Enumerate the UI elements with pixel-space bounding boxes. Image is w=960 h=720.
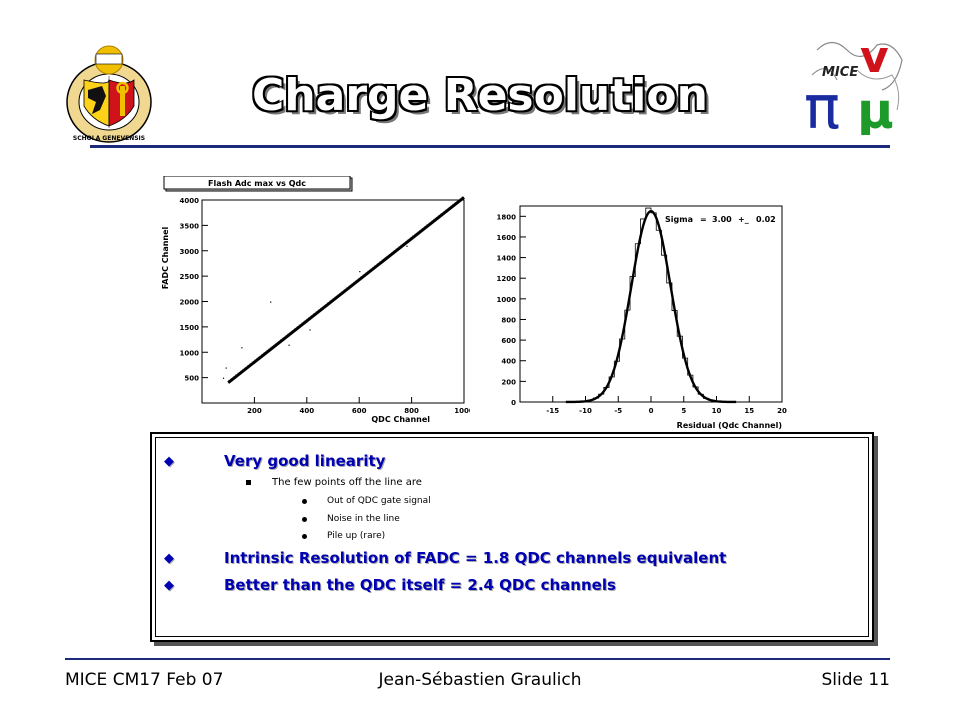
- dot-bullet-icon: [302, 499, 307, 504]
- bullet-text: Better than the QDC itself = 2.4 QDC cha…: [224, 576, 616, 594]
- svg-text:MICE: MICE: [822, 65, 858, 80]
- bullet-level1: ◆ Intrinsic Resolution of FADC = 1.8 QDC …: [164, 549, 727, 567]
- y-tick-label: 1200: [497, 275, 517, 283]
- linearity-band-dense: [227, 196, 465, 384]
- outlier-point: [241, 347, 243, 349]
- gaussian-fit-curve: [565, 209, 737, 404]
- y-tick-label: 1800: [497, 213, 517, 221]
- y-tick-label: 1400: [497, 255, 517, 263]
- linearity-band-sparse: [228, 195, 465, 381]
- chart2-annotation-eq: =: [700, 215, 707, 224]
- bullet-level3: Noise in the line: [302, 514, 400, 524]
- bullet-text: Noise in the line: [327, 514, 400, 524]
- square-bullet-icon: [246, 480, 251, 485]
- y-tick-label: 0: [511, 399, 516, 407]
- outlier-point: [309, 329, 311, 331]
- y-tick-label: 3500: [180, 222, 200, 230]
- y-tick-label: 800: [501, 316, 516, 324]
- svg-text:v: v: [860, 32, 889, 83]
- bullet-level1: ◆ Better than the QDC itself = 2.4 QDC ch…: [164, 576, 616, 594]
- x-tick-label: 15: [744, 407, 754, 415]
- svg-text:π: π: [804, 73, 840, 135]
- y-tick-label: 1500: [180, 324, 200, 332]
- y-tick-label: 1000: [497, 296, 517, 304]
- x-tick-label: 600: [352, 407, 367, 415]
- x-tick-label: 800: [404, 407, 419, 415]
- x-tick-label: 1000: [454, 407, 470, 415]
- chart2-annotation-error: 0.02: [756, 215, 776, 224]
- chart1-xlabel: QDC Channel: [371, 415, 430, 424]
- bullet-box: ◆ Very good linearity The few points off …: [150, 432, 874, 642]
- svg-text:μ: μ: [857, 82, 894, 135]
- dot-bullet-icon: [302, 517, 307, 522]
- diamond-bullet-icon: ◆: [164, 551, 174, 566]
- bullet-text: The few points off the line are: [272, 477, 422, 488]
- bullet-text: Intrinsic Resolution of FADC = 1.8 QDC c…: [224, 549, 727, 567]
- chart1-ylabel: FADC Channel: [161, 226, 170, 289]
- footer-center: Jean-Sébastien Graulich: [378, 670, 582, 690]
- chart2-xlabel: Residual (Qdc Channel): [677, 421, 782, 430]
- outlier-point: [359, 271, 361, 273]
- footer-right: Slide 11: [821, 670, 890, 690]
- chart2-annotation-value: 3.00: [712, 215, 732, 224]
- fadc-vs-qdc-chart: Flash Adc max vs Qdc 500 1000 1500 2000 2500…: [161, 176, 470, 424]
- y-tick-label: 2500: [180, 273, 200, 281]
- mice-logo-icon: v π μ MICE: [804, 32, 903, 135]
- chart2-annotation-label: Sigma: [665, 215, 693, 224]
- dot-bullet-icon: [302, 534, 307, 539]
- x-tick-label: 400: [299, 407, 314, 415]
- title-divider: [90, 145, 890, 148]
- footer-divider: [65, 658, 890, 660]
- chart2-plot-area: [519, 205, 783, 403]
- y-tick-label: 500: [184, 375, 199, 383]
- y-tick-label: 200: [501, 378, 516, 386]
- y-tick-label: 400: [501, 358, 516, 366]
- diamond-bullet-icon: ◆: [164, 578, 174, 593]
- x-tick-label: 200: [247, 407, 262, 415]
- y-tick-label: 1600: [497, 234, 517, 242]
- chart1-title: Flash Adc max vs Qdc: [208, 179, 306, 188]
- x-tick-label: 10: [712, 407, 722, 415]
- chart2-annotation-pm: +_: [738, 215, 749, 224]
- y-tick-label: 2000: [180, 299, 200, 307]
- outlier-point: [270, 301, 272, 303]
- outlier-point: [222, 377, 225, 379]
- bullet-text: Pile up (rare): [327, 531, 386, 541]
- footer-left: MICE CM17 Feb 07: [65, 670, 224, 690]
- x-tick-label: -10: [579, 407, 592, 415]
- bullet-text: Very good linearity: [224, 452, 386, 470]
- bullet-level1: ◆ Very good linearity: [164, 452, 386, 470]
- bullet-level3: Out of QDC gate signal: [302, 496, 431, 506]
- outlier-point: [288, 344, 290, 346]
- seal-text: SCHOLA GENEVENSIS: [73, 135, 145, 142]
- bullet-level2: The few points off the line are: [246, 477, 422, 488]
- outlier-point: [406, 245, 408, 247]
- y-tick-label: 1000: [180, 349, 200, 357]
- bullet-text: Out of QDC gate signal: [327, 496, 431, 506]
- y-tick-label: 4000: [180, 197, 200, 205]
- bullet-box-inner-frame: [155, 437, 869, 637]
- x-tick-label: 20: [777, 407, 787, 415]
- x-tick-label: 0: [649, 407, 654, 415]
- x-tick-label: -5: [614, 407, 622, 415]
- diamond-bullet-icon: ◆: [164, 454, 174, 469]
- bullet-level3: Pile up (rare): [302, 531, 386, 541]
- university-seal-icon: SCHOLA GENEVENSIS: [66, 45, 152, 143]
- x-tick-label: 5: [681, 407, 686, 415]
- x-tick-label: -15: [546, 407, 559, 415]
- y-tick-label: 600: [501, 337, 516, 345]
- outlier-point: [225, 367, 227, 369]
- slide-title: Charge Resolution: [252, 70, 708, 121]
- y-tick-label: 3000: [180, 248, 200, 256]
